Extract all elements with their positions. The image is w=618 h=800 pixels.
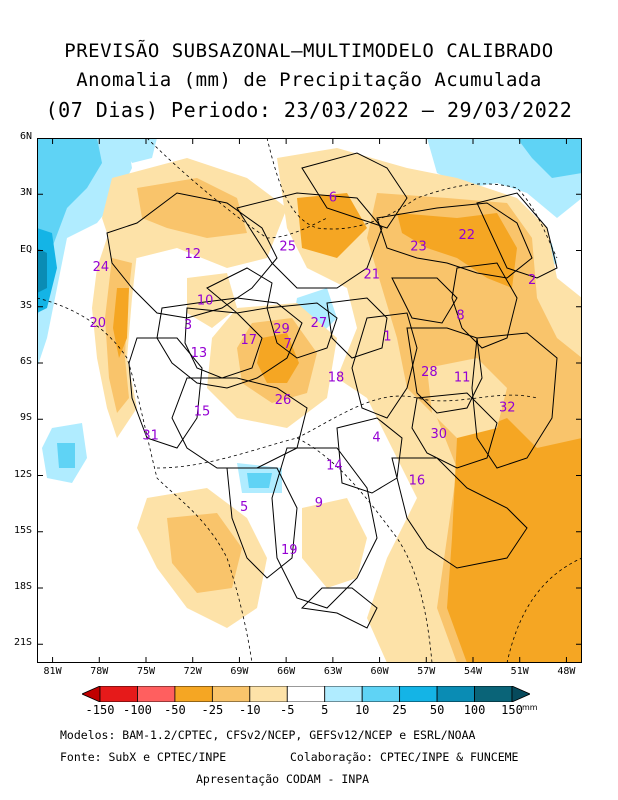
colorbar-swatch [436, 686, 475, 702]
colorbar-tick-label: 50 [429, 703, 445, 717]
longitude-tick-label: 78W [90, 666, 109, 677]
longitude-tick-label: 81W [43, 666, 62, 677]
colorbar-tick-label: 100 [463, 703, 486, 717]
longitude-tick-label: 60W [370, 666, 389, 677]
colorbar-swatch [361, 686, 401, 702]
region-label: 26 [275, 393, 292, 408]
colorbar-tick-label: 25 [392, 703, 407, 717]
colorbar-swatch [211, 686, 251, 702]
region-label: 21 [364, 267, 381, 282]
latitude-tick-label: 3N [19, 187, 32, 199]
footer-source: Fonte: SubX e CPTEC/INPE [60, 750, 227, 764]
colorbar-swatch [249, 686, 288, 702]
map-period: (07 Dias) Periodo: 23/03/2022 — 29/03/20… [45, 98, 573, 122]
colorbar-swatch [474, 686, 513, 702]
colorbar-tick-label: -10 [238, 703, 261, 717]
latitude-tick-label: 6N [19, 131, 32, 142]
region-label: 29 [273, 322, 290, 337]
map-title: PREVISÃO SUBSAZONAL—MULTIMODELO CALIBRAD… [64, 40, 554, 62]
region-label: 28 [421, 365, 438, 380]
colorbar-tick-label: 5 [321, 703, 329, 717]
region-label: 20 [89, 316, 106, 331]
colorbar-swatch [99, 686, 138, 702]
region-label: 25 [279, 239, 296, 254]
latitude-tick-label: EQ [19, 243, 32, 255]
region-label: 31 [142, 429, 159, 444]
longitude-tick-label: 63W [323, 666, 342, 677]
colorbar-swatch [286, 686, 326, 702]
region-labels: 1234567891011121314151617181920212223242… [89, 191, 536, 559]
colorbar-tick-label: -100 [123, 703, 152, 717]
colorbar [82, 686, 530, 702]
longitude-tick-label: 54W [463, 666, 483, 677]
axis-ticks [37, 138, 582, 663]
country-borders [37, 138, 582, 663]
latitude-tick-label: 12S [13, 468, 32, 480]
region-label: 14 [326, 459, 343, 474]
region-label: 30 [430, 427, 447, 442]
colorbar-unit: mm [522, 703, 538, 712]
region-label: 11 [454, 371, 471, 386]
colorbar-tick-label: 150 [501, 703, 523, 717]
region-label: 5 [240, 500, 248, 515]
region-label: 24 [93, 260, 110, 275]
region-label: 2 [528, 273, 536, 288]
colorbar-swatch [82, 686, 101, 702]
latitude-tick-label: 21S [13, 637, 32, 649]
region-label: 19 [281, 543, 298, 558]
colorbar-tick-label: -150 [85, 703, 115, 717]
region-label: 18 [328, 371, 345, 386]
region-label: 16 [409, 474, 426, 489]
longitude-tick-label: 75W [136, 666, 156, 677]
longitude-tick-label: 51W [510, 666, 529, 677]
basin-outlines [106, 152, 558, 629]
map-subtitle: Anomalia (mm) de Precipitação Acumulada [76, 69, 542, 91]
region-label: 27 [311, 316, 328, 331]
region-label: 8 [456, 309, 464, 324]
colorbar-tick-label: -25 [201, 703, 224, 717]
region-label: 7 [284, 337, 292, 352]
region-label: 3 [184, 318, 192, 333]
latitude-tick-label: 9S [19, 412, 32, 424]
colorbar-swatch [137, 686, 176, 702]
colorbar-tick-label: 10 [354, 703, 370, 717]
colorbar-tick-label: -5 [280, 703, 295, 717]
region-label: 12 [184, 247, 201, 262]
region-label: 32 [499, 401, 516, 416]
longitude-tick-label: 57W [417, 666, 436, 677]
region-label: 15 [194, 404, 211, 419]
region-label: 6 [329, 191, 337, 206]
region-label: 9 [315, 496, 323, 511]
footer-collaboration: Colaboração: CPTEC/INPE & FUNCEME [290, 750, 519, 764]
latitude-tick-label: 6S [19, 356, 32, 367]
precipitation-anomaly-map: 1234567891011121314151617181920212223242… [37, 138, 582, 663]
region-label: 23 [410, 239, 427, 254]
colorbar-swatch [174, 686, 213, 702]
colorbar-swatch [399, 686, 438, 702]
region-label: 22 [458, 228, 475, 243]
latitude-tick-label: 15S [13, 524, 32, 536]
longitude-tick-label: 69W [230, 666, 249, 677]
latitude-tick-label: 18S [13, 581, 32, 592]
longitude-tick-label: 66W [277, 666, 296, 677]
longitude-tick-label: 48W [557, 666, 576, 677]
region-label: 4 [372, 431, 380, 446]
footer-presentation: Apresentação CODAM - INPA [196, 772, 370, 786]
longitude-tick-label: 72W [183, 666, 202, 677]
region-label: 10 [197, 294, 214, 309]
colorbar-tick-label: -50 [164, 703, 186, 717]
latitude-tick-label: 3S [19, 299, 32, 311]
map-frame [37, 138, 582, 663]
colorbar-swatch [511, 686, 530, 702]
footer-models: Modelos: BAM-1.2/CPTEC, CFSv2/NCEP, GEFS… [60, 728, 476, 742]
region-label: 1 [383, 329, 391, 344]
region-label: 13 [191, 346, 208, 361]
colorbar-swatch [324, 686, 363, 702]
region-label: 17 [240, 333, 257, 348]
